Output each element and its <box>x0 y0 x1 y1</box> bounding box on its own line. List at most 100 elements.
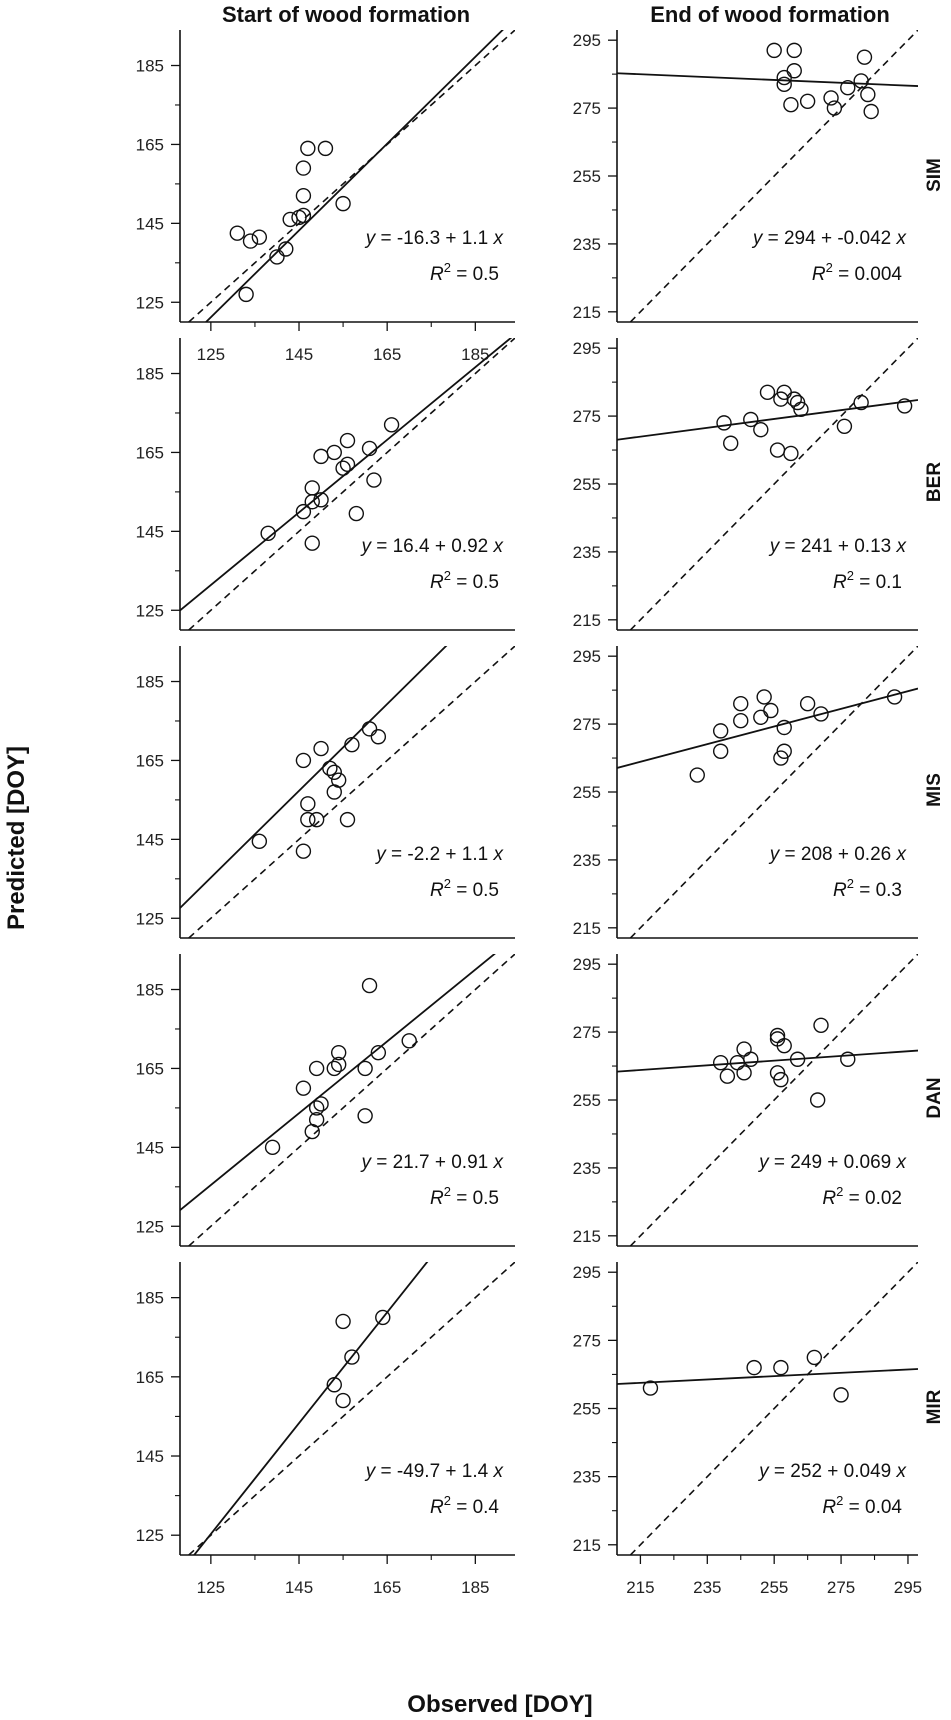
y-tick-label: 165 <box>136 135 164 154</box>
data-point <box>339 432 356 449</box>
r-squared: R2 = 0.5 <box>430 1184 499 1209</box>
y-tick-label: 165 <box>136 1368 164 1387</box>
regression-line <box>617 399 918 441</box>
y-tick-label: 215 <box>573 919 601 938</box>
data-point <box>776 743 792 759</box>
data-point <box>282 211 298 228</box>
data-point <box>853 73 869 89</box>
row-label-ber: BER <box>924 462 945 502</box>
y-tick-label: 215 <box>573 611 601 630</box>
data-point <box>786 63 802 79</box>
x-tick-label: 145 <box>285 345 313 364</box>
y-tick-label: 295 <box>573 339 601 358</box>
data-point <box>769 442 786 458</box>
panel-start-dan: 125 145 165 185 y = 21.7 + 0.91 x R2 = 0.5 <box>136 954 515 1247</box>
x-tick-label: 185 <box>461 345 489 364</box>
data-point <box>326 764 342 780</box>
data-point <box>789 1051 806 1067</box>
panel-start-ber: 125 145 165 185 y = 16.4 + 0.92 x R2 = 0.5 <box>136 338 515 631</box>
data-point <box>229 225 246 241</box>
regression-equation: y = 241 + 0.13 x <box>768 536 908 557</box>
data-point <box>743 1051 759 1067</box>
x-tick-label: 275 <box>827 1578 855 1597</box>
panels: 125 145 165 185 125 145 165 185 y = -16.3 + 1.1 … <box>136 30 922 1597</box>
data-point <box>743 411 759 428</box>
regression-line <box>204 30 504 322</box>
x-tick-label: 215 <box>626 1578 654 1597</box>
data-point <box>300 796 316 812</box>
data-point <box>736 1041 752 1057</box>
x-axis-title: Observed [DOY] <box>407 1691 592 1718</box>
data-point <box>763 702 779 719</box>
data-point <box>753 421 769 438</box>
y-tick-label: 275 <box>573 1023 601 1042</box>
data-point <box>733 712 749 729</box>
y-tick-label: 145 <box>136 1447 164 1466</box>
data-point <box>348 505 365 522</box>
data-point <box>361 721 378 737</box>
y-tick-label: 275 <box>573 1331 601 1350</box>
data-point <box>833 1387 849 1403</box>
y-tick-label: 125 <box>136 909 164 928</box>
r-squared: R2 = 0.4 <box>430 1493 499 1518</box>
x-tick-label: 165 <box>373 1578 401 1597</box>
data-point <box>335 460 351 476</box>
y-tick-label: 145 <box>136 1138 164 1157</box>
y-tick-label: 185 <box>136 1289 164 1308</box>
data-point <box>813 1017 829 1034</box>
x-tick-label: 235 <box>693 1578 721 1597</box>
data-point <box>366 472 382 488</box>
regression-equation: y = 252 + 0.049 x <box>757 1461 907 1482</box>
y-tick-label: 125 <box>136 1526 164 1545</box>
data-point <box>886 689 903 705</box>
data-point <box>853 394 869 411</box>
row-label-sim: SIM <box>924 158 945 192</box>
data-point <box>326 1377 342 1393</box>
data-point <box>863 103 879 120</box>
data-point <box>759 384 776 401</box>
regression-equation: y = 249 + 0.069 x <box>757 1152 907 1173</box>
y-tick-label: 275 <box>573 99 601 118</box>
data-point <box>799 93 816 110</box>
data-point <box>736 1065 752 1081</box>
y-tick-label: 275 <box>573 715 601 734</box>
row-label-mis: MIS <box>924 773 945 807</box>
regression-line <box>617 1049 918 1073</box>
data-point <box>344 1349 360 1365</box>
data-point <box>769 1027 786 1044</box>
data-point <box>326 444 342 461</box>
panel-end-mir: 215 235 255 275 295 215 235 255 275 295 y = 252 + … <box>573 1262 922 1597</box>
panel-end-mis: 215 235 255 275 295 y = 208 + 0.26 x R2 = 0.3 <box>573 646 918 939</box>
data-point <box>339 811 356 828</box>
y-tick-label: 295 <box>573 1263 601 1282</box>
data-point <box>344 736 360 753</box>
data-point <box>823 90 839 106</box>
data-point <box>335 195 351 212</box>
regression-equation: y = -16.3 + 1.1 x <box>364 228 505 249</box>
data-point <box>251 229 268 245</box>
data-point <box>300 811 316 828</box>
r-squared: R2 = 0.5 <box>430 568 499 593</box>
data-point <box>809 1092 826 1108</box>
data-point <box>335 1313 351 1330</box>
data-point <box>776 76 792 93</box>
data-point <box>840 1051 856 1067</box>
data-point <box>896 398 913 414</box>
panel-end-dan: 215 235 255 275 295 y = 249 + 0.069 x R2 = 0.0… <box>573 954 918 1247</box>
x-tick-label: 125 <box>197 1578 225 1597</box>
panel-start-sim: 125 145 165 185 125 145 165 185 y = -16.3 + 1.1 … <box>136 30 515 364</box>
y-tick-label: 125 <box>136 1217 164 1236</box>
data-point <box>860 86 876 103</box>
data-point <box>308 1100 325 1116</box>
data-point <box>313 492 329 508</box>
x-tick-label: 145 <box>285 1578 313 1597</box>
regression-line <box>180 338 513 612</box>
data-point <box>813 706 829 722</box>
data-point <box>773 1359 789 1376</box>
one-to-one-line <box>188 1262 515 1555</box>
y-tick-label: 255 <box>573 783 601 802</box>
data-point <box>776 719 792 736</box>
r-squared: R2 = 0.3 <box>833 876 902 901</box>
panel-start-mis: 125 145 165 185 y = -2.2 + 1.1 x R2 = 0.5 <box>136 646 515 939</box>
panel-end-sim: 215 235 255 275 295 y = 294 + -0.042 x R2 = 0.… <box>573 30 918 323</box>
